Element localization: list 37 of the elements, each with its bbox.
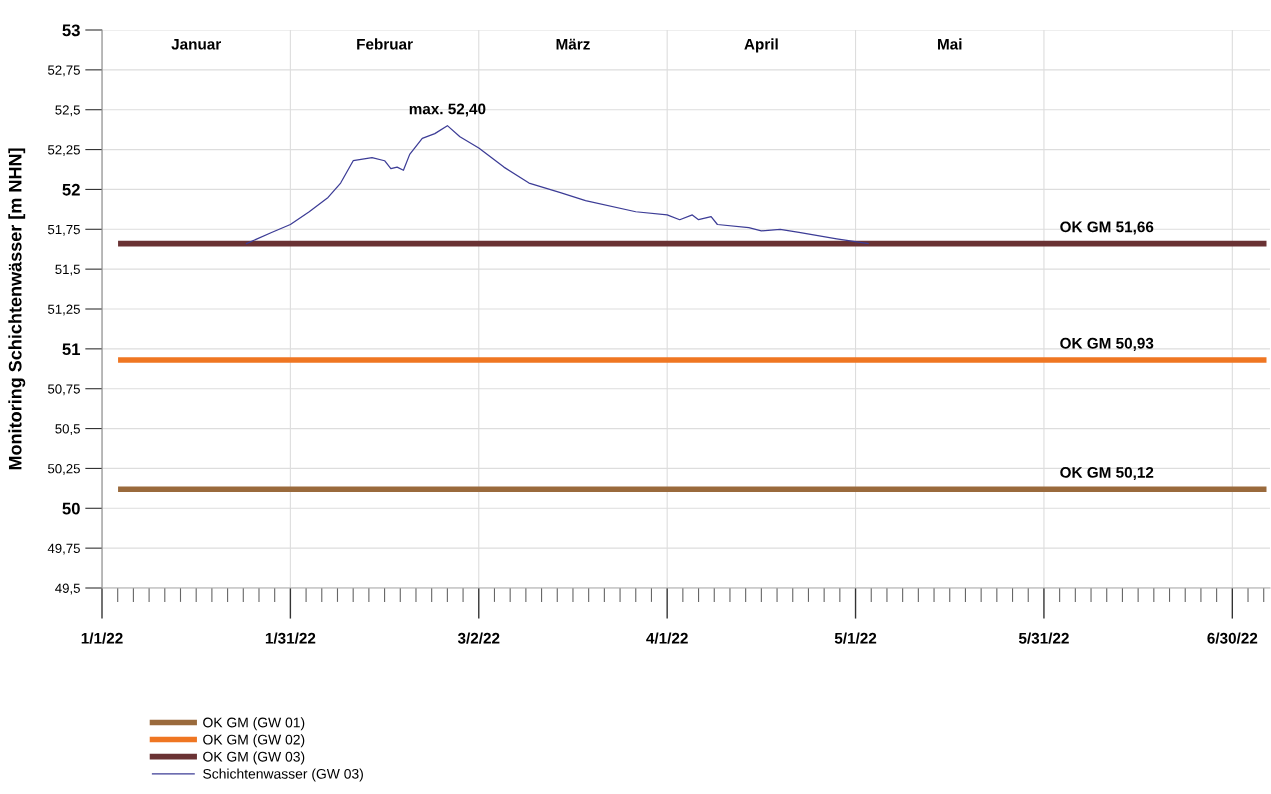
x-tick-label: 5/31/22 <box>1018 632 1069 644</box>
annotation: Mai <box>938 38 962 50</box>
y-tick-label: 50,5 <box>55 424 80 436</box>
legend-label: OK GM (GW 03) <box>203 751 305 765</box>
legend-label: Schichtenwasser (GW 03) <box>203 768 363 782</box>
y-tick-label: 51 <box>62 343 81 356</box>
y-tick-label: 51,25 <box>47 304 80 316</box>
x-tick-label: 5/1/22 <box>834 632 877 644</box>
y-tick-label: 49,5 <box>55 583 80 595</box>
annotation: OK GM 51,66 <box>1060 221 1154 235</box>
y-tick-label: 53 <box>62 24 80 37</box>
y-tick-label: 51,5 <box>55 264 80 276</box>
y-tick-label: 52,75 <box>47 65 80 77</box>
annotation: OK GM 50,93 <box>1060 337 1154 351</box>
legend-label: OK GM (GW 01) <box>203 717 305 731</box>
y-tick-label: 52,25 <box>47 145 80 157</box>
annotation: max. 52,40 <box>409 103 486 117</box>
annotation: Februar <box>357 38 413 50</box>
y-tick-label: 49,75 <box>47 543 80 555</box>
annotation: Januar <box>171 38 222 50</box>
x-tick-label: 6/30/22 <box>1207 632 1258 644</box>
y-axis-title: Monitoring Schichtenwässer [m NHN] <box>8 148 26 470</box>
y-tick-label: 51,75 <box>47 224 80 236</box>
x-tick-label: 1/31/22 <box>265 632 316 644</box>
y-tick-label: 52 <box>62 183 80 196</box>
y-tick-label: 50,25 <box>47 464 80 475</box>
x-tick-label: 3/2/22 <box>457 632 500 644</box>
annotation: OK GM 50,12 <box>1060 466 1154 481</box>
legend-label: OK GM (GW 02) <box>203 734 305 748</box>
annotation: März <box>556 38 590 50</box>
x-tick-label: 1/1/22 <box>81 632 123 644</box>
x-tick-label: 4/1/22 <box>646 632 688 644</box>
y-tick-label: 52,5 <box>55 105 80 117</box>
y-tick-label: 50,75 <box>47 384 80 396</box>
line-series <box>245 125 869 245</box>
annotation: April <box>744 38 778 53</box>
y-tick-label: 50 <box>62 502 80 515</box>
